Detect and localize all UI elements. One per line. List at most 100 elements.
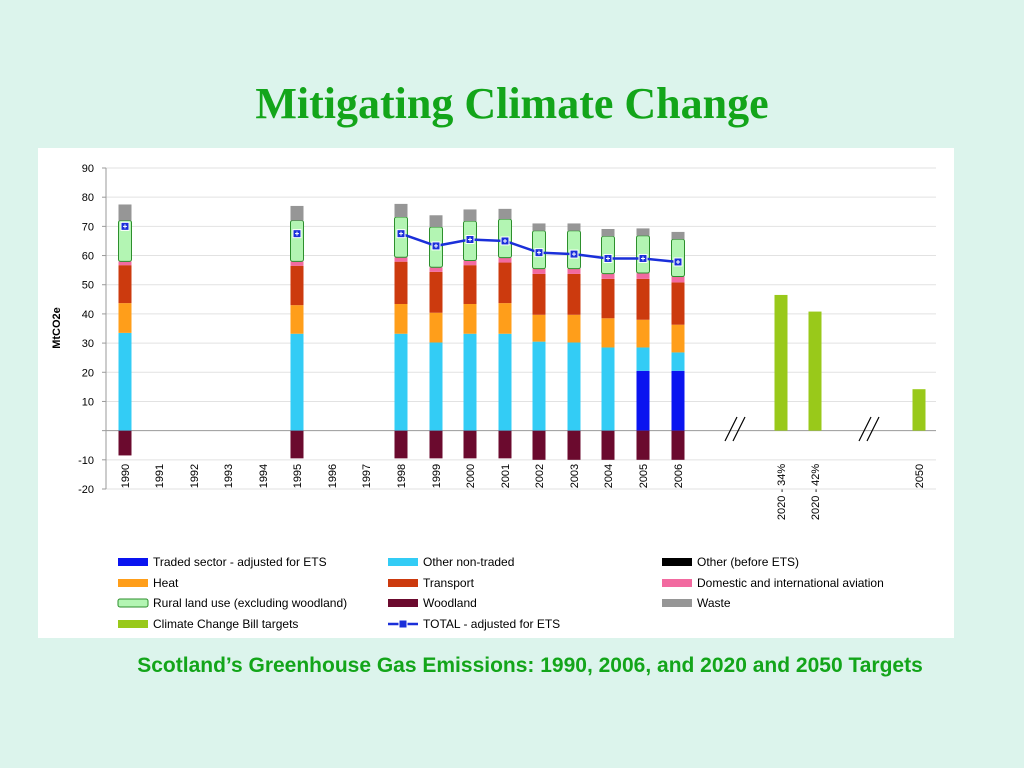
y-tick-label: 90 [82, 163, 94, 175]
bar-aviation [290, 261, 304, 266]
x-tick-label: 1991 [154, 464, 166, 488]
bar-aviation [118, 261, 132, 266]
bar-heat [601, 318, 615, 348]
bar-waste [567, 223, 581, 231]
axis-break-mark [732, 416, 746, 442]
total-point-cross [399, 231, 403, 236]
y-axis-label: MtCO2e [51, 307, 63, 349]
bar-waste [601, 228, 615, 237]
total-point-cross [676, 259, 680, 264]
bar-other_non_traded [463, 333, 477, 431]
bar-waste [118, 204, 132, 221]
y-tick-label: 30 [82, 338, 94, 350]
y-tick-label: 80 [82, 192, 94, 204]
bar-heat [394, 303, 408, 334]
x-tick-label: 2003 [569, 464, 581, 488]
x-tick-label: 1997 [361, 464, 373, 488]
bar-aviation [636, 273, 650, 279]
bar-other_non_traded [567, 342, 581, 431]
legend-swatch-targets [118, 620, 148, 628]
bar-woodland [532, 430, 546, 460]
total-point-cross [606, 256, 610, 261]
bar-heat [636, 319, 650, 348]
bar-woodland [671, 430, 685, 460]
bar-aviation [671, 276, 685, 283]
bar-aviation [601, 273, 615, 279]
axis-break-mark [866, 416, 880, 442]
bar-heat [671, 324, 685, 353]
x-tick-label: 2000 [465, 464, 477, 488]
legend-label: Other (before ETS) [697, 555, 799, 569]
x-tick-label: 1998 [396, 464, 408, 488]
y-tick-label: -10 [78, 455, 94, 467]
y-tick-label: 50 [82, 280, 94, 292]
legend-label: Domestic and international aviation [697, 576, 884, 590]
bar-waste [498, 208, 512, 220]
bar-other_non_traded [601, 347, 615, 431]
bar-transport [498, 262, 512, 304]
chart-caption: Scotland’s Greenhouse Gas Emissions: 199… [137, 654, 923, 677]
bar-other_non_traded [498, 333, 512, 431]
bar-other_non_traded [636, 347, 650, 371]
bar-transport [601, 278, 615, 319]
legend-swatch-other_before_ets [662, 558, 692, 566]
total-point-cross [434, 243, 438, 248]
total-point-cross [503, 238, 507, 243]
legend-label: TOTAL - adjusted for ETS [423, 617, 560, 631]
bar-transport [532, 273, 546, 315]
emissions-chart: -20 -10 10 20 30 40 50 60 70 80 90 MtCO2e 1990 1991 19… [51, 163, 936, 631]
legend-label: Rural land use (excluding woodland) [153, 596, 347, 610]
axis-break-mark [724, 416, 738, 442]
legend-swatch-waste [662, 599, 692, 607]
bar-waste [394, 203, 408, 218]
bar-heat [118, 303, 132, 333]
y-tick-label: 10 [82, 396, 94, 408]
legend-swatch-woodland [388, 599, 418, 607]
bar-woodland [118, 430, 132, 456]
slide-title: Mitigating Climate Change [255, 79, 769, 128]
bar-transport [118, 265, 132, 304]
bar-woodland [463, 430, 477, 459]
x-tick-label: 2005 [638, 464, 650, 488]
x-tick-label: 1996 [327, 464, 339, 488]
y-tick-label: 40 [82, 309, 94, 321]
bar-heat [463, 303, 477, 334]
legend-swatch-rural [117, 598, 149, 608]
bar-other_non_traded [394, 333, 408, 431]
legend-label: Transport [423, 576, 475, 590]
x-tick-label: 2001 [500, 464, 512, 488]
bar-waste [532, 223, 546, 231]
total-point-cross [537, 250, 541, 255]
total-point-cross [468, 237, 472, 242]
bar-transport [567, 273, 581, 315]
x-tick-label: 2002 [534, 464, 546, 488]
legend-label: Other non-traded [423, 555, 514, 569]
bar-target [912, 389, 926, 431]
x-tick-label: 2050 [914, 464, 926, 488]
bar-waste [636, 228, 650, 236]
bar-heat [567, 314, 581, 343]
legend-label: Climate Change Bill targets [153, 617, 298, 631]
bar-other_non_traded [429, 342, 443, 431]
bar-other_non_traded [671, 352, 685, 371]
bar-heat [290, 305, 304, 334]
bar-target [808, 311, 822, 431]
bar-other_non_traded [532, 341, 546, 431]
x-tick-label: 1993 [223, 464, 235, 488]
x-tick-label: 1994 [258, 464, 270, 488]
bar-transport [636, 278, 650, 320]
bar-aviation [429, 267, 443, 272]
x-tick-label: 2020 - 42% [810, 464, 822, 520]
bar-waste [671, 231, 685, 240]
bar-woodland [567, 430, 581, 460]
chart-panel: -20 -10 10 20 30 40 50 60 70 80 90 MtCO2e 1990 1991 19… [38, 148, 954, 638]
bar-rural [290, 220, 304, 262]
bar-transport [463, 265, 477, 304]
bar-transport [394, 261, 408, 304]
legend-swatch-transport [388, 579, 418, 587]
y-tick-label: 70 [82, 221, 94, 233]
bar-transport [290, 265, 304, 306]
total-point-cross [123, 224, 127, 229]
bar-traded [671, 370, 685, 431]
x-tick-label: 1995 [292, 464, 304, 488]
